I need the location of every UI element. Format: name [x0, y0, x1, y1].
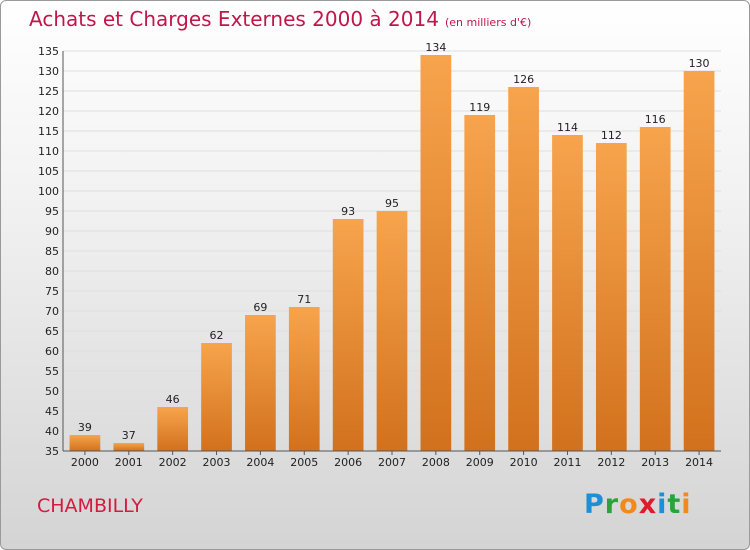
bar-value-label: 71 [297, 293, 311, 306]
bar-2014 [683, 71, 715, 451]
bar-2002 [157, 407, 189, 451]
bar-2006 [332, 219, 364, 451]
proxiti-logo: Proxiti [584, 489, 692, 520]
x-tick-label: 2005 [290, 456, 318, 469]
y-tick-label: 95 [45, 205, 59, 218]
bar-value-label: 69 [253, 301, 267, 314]
y-tick-label: 130 [38, 65, 59, 78]
y-tick-label: 105 [38, 165, 59, 178]
bar-value-label: 93 [341, 205, 355, 218]
x-tick-label: 2008 [422, 456, 450, 469]
chart-title-text: Achats et Charges Externes 2000 à 2014 [29, 7, 439, 31]
x-tick-label: 2012 [597, 456, 625, 469]
y-tick-label: 90 [45, 225, 59, 238]
y-tick-label: 45 [45, 405, 59, 418]
y-tick-label: 60 [45, 345, 59, 358]
x-tick-label: 2006 [334, 456, 362, 469]
logo-letter: x [638, 489, 658, 520]
x-tick-label: 2010 [510, 456, 538, 469]
bar-value-label: 112 [601, 129, 622, 142]
bar-2001 [113, 443, 145, 451]
y-tick-label: 100 [38, 185, 59, 198]
y-tick-label: 55 [45, 365, 59, 378]
bar-value-label: 39 [78, 421, 92, 434]
y-tick-label: 70 [45, 305, 59, 318]
y-tick-label: 125 [38, 85, 59, 98]
x-tick-label: 2000 [71, 456, 99, 469]
x-tick-label: 2009 [466, 456, 494, 469]
y-tick-label: 35 [45, 445, 59, 458]
y-tick-label: 110 [38, 145, 59, 158]
bars: 39 37 46 62 69 71 93 95 134 119 126 114 112 116 130 [69, 41, 715, 451]
bar-2012 [595, 143, 627, 451]
x-tick-label: 2014 [685, 456, 713, 469]
x-tick-label: 2001 [115, 456, 143, 469]
bar-2013 [639, 127, 671, 451]
bar-2008 [420, 55, 452, 451]
logo-letter: o [619, 489, 639, 520]
bar-2010 [508, 87, 539, 451]
logo-letter: i [657, 489, 668, 520]
place-name: CHAMBILLY [37, 495, 143, 517]
bar-2000 [69, 435, 101, 451]
y-tick-label: 120 [38, 105, 59, 118]
bar-2011 [552, 135, 583, 451]
bar-2003 [201, 343, 232, 451]
x-tick-label: 2011 [553, 456, 581, 469]
bar-2009 [464, 115, 496, 451]
y-tick-label: 135 [38, 45, 59, 58]
bar-value-label: 95 [385, 197, 399, 210]
logo-letter: P [584, 489, 605, 520]
y-tick-label: 75 [45, 285, 59, 298]
axes: 35 40 45 50 55 60 65 70 75 80 85 90 95 100 105 110 115 12… [38, 45, 721, 469]
x-tick-label: 2002 [159, 456, 187, 469]
bar-value-label: 134 [425, 41, 446, 54]
x-tick-label: 2007 [378, 456, 406, 469]
bar-value-label: 62 [210, 329, 224, 342]
x-tick-label: 2013 [641, 456, 669, 469]
y-tick-label: 80 [45, 265, 59, 278]
chart-unit: (en milliers d'€) [444, 16, 532, 29]
bar-value-label: 119 [469, 101, 490, 114]
bar-2004 [245, 315, 276, 451]
bar-2005 [288, 307, 320, 451]
logo-letter: t [667, 489, 682, 520]
x-tick-label: 2003 [203, 456, 231, 469]
bar-value-label: 46 [166, 393, 180, 406]
bar-value-label: 130 [689, 57, 710, 70]
bar-value-label: 114 [557, 121, 578, 134]
chart-title: Achats et Charges Externes 2000 à 2014 (e… [29, 7, 531, 31]
bar-2007 [376, 211, 408, 451]
y-tick-label: 65 [45, 325, 59, 338]
bar-value-label: 116 [645, 113, 666, 126]
bar-value-label: 37 [122, 429, 136, 442]
y-tick-label: 40 [45, 425, 59, 438]
y-tick-label: 85 [45, 245, 59, 258]
y-tick-label: 50 [45, 385, 59, 398]
x-tick-label: 2004 [246, 456, 274, 469]
bar-value-label: 126 [513, 73, 534, 86]
logo-letter: r [604, 489, 620, 520]
logo-letter: i [681, 489, 692, 520]
y-tick-label: 115 [38, 125, 59, 138]
